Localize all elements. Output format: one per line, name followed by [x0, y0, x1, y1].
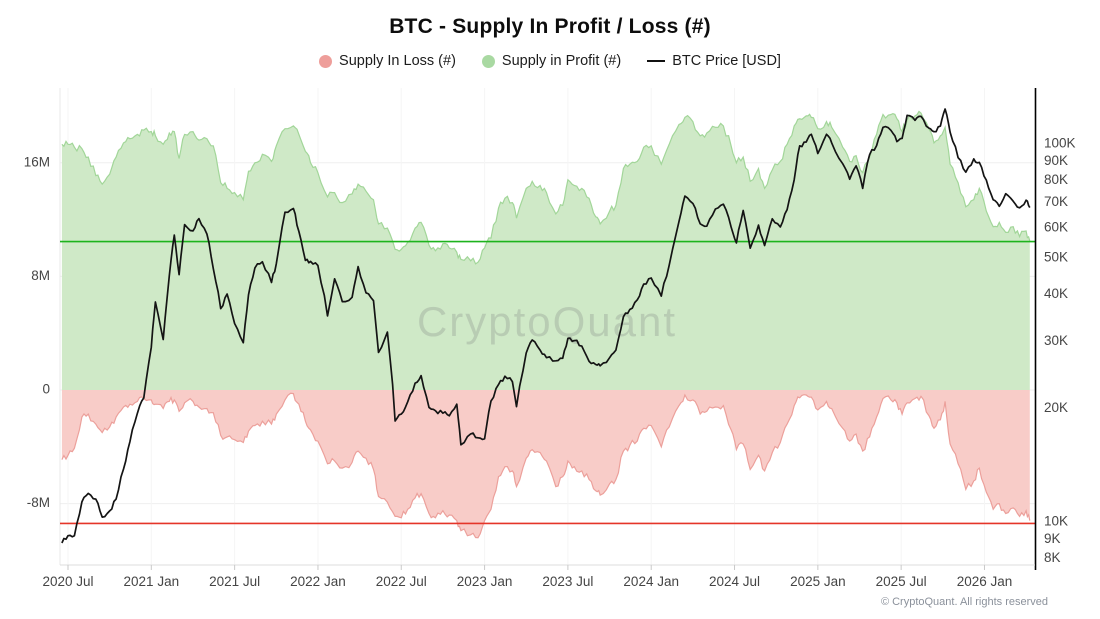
legend-item-supply-in-loss[interactable]: Supply In Loss (#) — [319, 53, 456, 69]
x-axis-tick-label: 2021 Jan — [124, 574, 180, 589]
right-axis-tick-label: 50K — [1044, 249, 1068, 264]
left-axis-tick-label: 0 — [42, 382, 50, 397]
x-axis-tick-label: 2024 Jul — [709, 574, 760, 589]
legend-label-price: BTC Price [USD] — [672, 53, 781, 69]
right-axis-tick-label: 9K — [1044, 531, 1061, 546]
x-axis-tick-label: 2022 Jul — [376, 574, 427, 589]
profit-legend-dot-icon — [481, 54, 495, 68]
supply-in-loss-edge — [61, 392, 1031, 539]
right-axis-tick-label: 60K — [1044, 219, 1068, 234]
legend-item-btc-price[interactable]: BTC Price [USD] — [647, 53, 781, 69]
left-axis-tick-label: 16M — [24, 154, 50, 169]
right-axis-tick-label: 90K — [1044, 153, 1068, 168]
x-axis-tick-label: 2022 Jan — [290, 574, 346, 589]
x-axis-tick-label: 2023 Jul — [542, 574, 593, 589]
supply-in-loss-area — [61, 390, 1030, 538]
price-legend-line-icon — [647, 59, 666, 63]
x-axis-tick-label: 2020 Jul — [42, 574, 93, 589]
chart-title: BTC - Supply In Profit / Loss (#) — [389, 15, 711, 38]
x-axis-tick-label: 2026 Jan — [957, 574, 1013, 589]
x-axis-tick-label: 2024 Jan — [623, 574, 679, 589]
right-axis-tick-label: 8K — [1044, 550, 1061, 565]
right-axis-tick-label: 30K — [1044, 333, 1068, 348]
legend-label-loss: Supply In Loss (#) — [339, 53, 456, 69]
left-axis-tick-label: 8M — [31, 268, 50, 283]
left-axis-tick-label: -8M — [27, 495, 50, 510]
supply-in-profit-area — [61, 111, 1030, 391]
right-axis-tick-label: 100K — [1044, 136, 1076, 151]
chart-legend: Supply In Loss (#) Supply in Profit (#) … — [0, 53, 1100, 69]
right-axis-tick-label: 40K — [1044, 286, 1068, 301]
right-axis-tick-label: 20K — [1044, 400, 1068, 415]
axis-labels: 16M 8M 0 -8M 100K 90K 80K 70K 60K 50K 40K 30K 20K 10K… — [24, 136, 1076, 589]
right-axis-tick-label: 80K — [1044, 172, 1068, 187]
legend-item-supply-in-profit[interactable]: Supply in Profit (#) — [481, 53, 622, 69]
right-axis-tick-label: 10K — [1044, 514, 1068, 529]
supply-in-profit-edge — [61, 110, 1031, 265]
watermark: CryptoQuant — [417, 298, 677, 345]
x-axis-tick-label: 2025 Jan — [790, 574, 846, 589]
legend-label-profit: Supply in Profit (#) — [501, 53, 622, 69]
x-axis-tick-label: 2021 Jul — [209, 574, 260, 589]
loss-legend-dot-icon — [319, 54, 333, 68]
right-axis-tick-label: 70K — [1044, 194, 1068, 209]
copyright-notice: © CryptoQuant. All rights reserved — [880, 596, 1048, 608]
x-axis-tick-label: 2025 Jul — [876, 574, 927, 589]
btc-price-line — [61, 108, 1031, 544]
x-axis-tick-label: 2023 Jan — [457, 574, 513, 589]
